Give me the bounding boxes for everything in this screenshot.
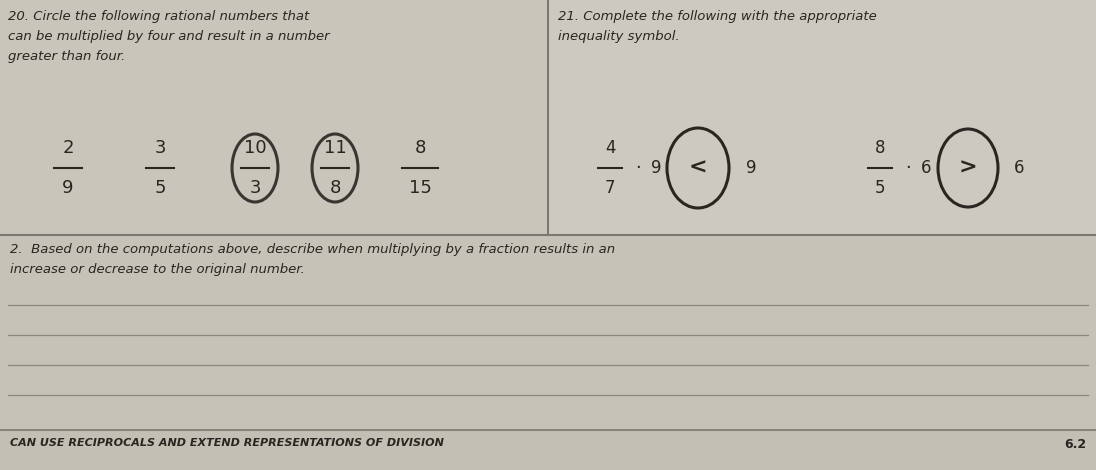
Text: 15: 15 (409, 179, 432, 197)
Text: <: < (688, 158, 707, 178)
Text: 8: 8 (414, 139, 425, 157)
Bar (0, 430, 1096, 470)
Text: ·: · (905, 159, 911, 177)
Text: 3: 3 (249, 179, 261, 197)
Text: 10: 10 (243, 139, 266, 157)
Text: inequality symbol.: inequality symbol. (558, 30, 680, 43)
Text: 5: 5 (155, 179, 165, 197)
Text: ·: · (635, 159, 641, 177)
Text: 9: 9 (746, 159, 756, 177)
Text: 9: 9 (62, 179, 73, 197)
Text: 21. Complete the following with the appropriate: 21. Complete the following with the appr… (558, 10, 877, 23)
Text: 4: 4 (605, 139, 615, 157)
Text: 3: 3 (155, 139, 165, 157)
Text: can be multiplied by four and result in a number: can be multiplied by four and result in … (8, 30, 330, 43)
Text: 6.2: 6.2 (1064, 438, 1086, 451)
Text: 6: 6 (921, 159, 932, 177)
Bar (0, 235, 1096, 430)
Text: 6: 6 (1014, 159, 1025, 177)
Bar (548, 0, 1096, 235)
Text: 9: 9 (651, 159, 661, 177)
Bar (0, 0, 548, 235)
Text: increase or decrease to the original number.: increase or decrease to the original num… (10, 263, 305, 276)
Text: 8: 8 (329, 179, 341, 197)
Text: 20. Circle the following rational numbers that: 20. Circle the following rational number… (8, 10, 309, 23)
Text: 2: 2 (62, 139, 73, 157)
Text: greater than four.: greater than four. (8, 50, 125, 63)
Text: 5: 5 (875, 179, 886, 197)
Text: 7: 7 (605, 179, 615, 197)
Text: 8: 8 (875, 139, 886, 157)
Text: 11: 11 (323, 139, 346, 157)
Text: 2.  Based on the computations above, describe when multiplying by a fraction res: 2. Based on the computations above, desc… (10, 243, 615, 256)
Text: CAN USE RECIPROCALS AND EXTEND REPRESENTATIONS OF DIVISION: CAN USE RECIPROCALS AND EXTEND REPRESENT… (10, 438, 444, 448)
Text: >: > (959, 158, 978, 178)
